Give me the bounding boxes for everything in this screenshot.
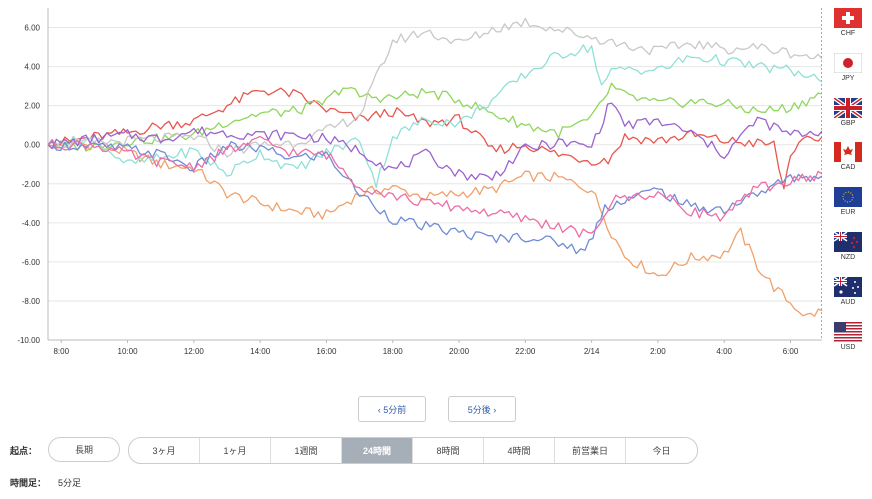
x-tick-label: 4:00 [716, 347, 732, 356]
prev-5min-button[interactable]: ‹ 5分前 [358, 396, 426, 422]
y-tick-label: 6.00 [24, 24, 40, 33]
currency-flag-nzd[interactable]: NZD [826, 231, 870, 277]
range-tabs: 3ヶ月 1ヶ月 1週間 24時間 8時間 4時間 前営業日 今日 [128, 437, 698, 464]
x-tick-label: 12:00 [184, 347, 205, 356]
range-tab[interactable]: 今日 [652, 446, 671, 456]
y-tick-label: -10.00 [17, 336, 40, 345]
long-term-button[interactable]: 長期 [48, 437, 120, 462]
currency-flag-aud[interactable]: AUD [826, 276, 870, 322]
flag-eur-icon [834, 187, 862, 208]
currency-flag-cad[interactable]: CAD [826, 142, 870, 187]
x-tick-label: 20:00 [449, 347, 470, 356]
currency-flag-label: JPY [841, 74, 855, 82]
range-tab[interactable]: 24時間 [342, 438, 413, 463]
x-tick-label: 18:00 [383, 347, 404, 356]
currency-flag-label: CAD [840, 164, 856, 172]
flag-gbp-icon [834, 97, 862, 118]
flag-nzd-icon [834, 231, 862, 252]
range-tab[interactable]: 3ヶ月 [129, 438, 200, 463]
y-tick-label: -4.00 [22, 219, 41, 228]
currency-flag-chf[interactable]: CHF [826, 8, 870, 53]
series-line-nzd [47, 135, 822, 238]
x-tick-label: 2:00 [650, 347, 666, 356]
currency-flag-eur[interactable]: EUR [826, 187, 870, 232]
series-line-cad [47, 102, 822, 181]
range-tab[interactable]: 前営業日 [555, 438, 626, 463]
currency-flag-label: GBP [840, 119, 856, 127]
series-line-usd [47, 140, 822, 317]
range-tab[interactable]: 1ヶ月 [200, 438, 271, 463]
y-tick-label: 2.00 [24, 102, 40, 111]
x-tick-label: 6:00 [783, 347, 799, 356]
flag-usd-icon [834, 321, 862, 342]
x-tick-label: 10:00 [118, 347, 139, 356]
range-tab[interactable]: 8時間 [413, 438, 484, 463]
series-line-eur [47, 87, 822, 190]
y-tick-label: -6.00 [22, 258, 41, 267]
flag-aud-icon [834, 276, 862, 297]
currency-flag-label: USD [840, 343, 856, 351]
start-label: 起点： [10, 446, 38, 456]
y-tick-label: -8.00 [22, 297, 41, 306]
currency-flag-list: CHF JPY GBP CAD EUR NZD AUD USD [826, 8, 870, 366]
flag-jpy-icon [834, 52, 862, 73]
y-tick-label: 0.00 [24, 141, 40, 150]
currency-flag-label: NZD [840, 253, 856, 261]
y-tick-label: -2.00 [22, 180, 41, 189]
next-5min-button[interactable]: 5分後 › [448, 396, 516, 422]
currency-flag-label: CHF [840, 30, 856, 37]
currency-flag-label: AUD [840, 298, 856, 306]
currency-flag-label: EUR [840, 209, 856, 217]
x-tick-label: 2/14 [584, 347, 600, 356]
series-line-jpy [47, 44, 822, 188]
x-tick-label: 22:00 [515, 347, 536, 356]
series-line-aud [47, 140, 822, 255]
x-tick-label: 14:00 [250, 347, 271, 356]
x-tick-label: 16:00 [316, 347, 337, 356]
series-line-chf [47, 17, 822, 158]
fx-strength-chart: 6.00 4.00 2.00 0.00 -2.00 -4.00 -6.00 -8.00 -10.… [17, 8, 822, 356]
range-tab[interactable]: 4時間 [484, 438, 555, 463]
currency-flag-usd[interactable]: USD [826, 321, 870, 367]
currency-flag-gbp[interactable]: GBP [826, 97, 870, 143]
timeframe-value: 5分足 [58, 478, 82, 488]
timeframe-label: 時間足： [10, 478, 47, 488]
currency-flag-jpy[interactable]: JPY [826, 52, 870, 98]
x-tick-label: 8:00 [53, 347, 69, 356]
flag-chf-icon [834, 8, 862, 28]
flag-cad-icon [834, 142, 862, 163]
range-tab[interactable]: 1週間 [271, 438, 342, 463]
y-tick-label: 4.00 [24, 63, 40, 72]
